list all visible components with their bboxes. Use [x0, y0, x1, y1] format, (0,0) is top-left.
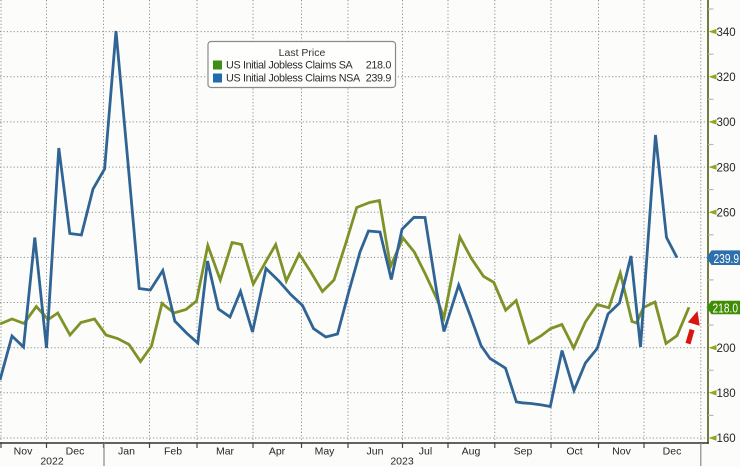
svg-text:218.0: 218.0	[713, 301, 739, 315]
svg-text:2023: 2023	[390, 456, 414, 467]
svg-text:Feb: Feb	[164, 446, 182, 458]
svg-text:320: 320	[717, 72, 736, 84]
svg-text:160: 160	[717, 433, 736, 445]
svg-text:May: May	[315, 446, 336, 458]
svg-text:Dec: Dec	[663, 446, 682, 458]
svg-text:300: 300	[717, 117, 736, 129]
svg-text:180: 180	[717, 388, 736, 400]
svg-text:239.9: 239.9	[366, 73, 392, 85]
svg-text:Dec: Dec	[66, 446, 85, 458]
svg-text:Jan: Jan	[118, 446, 135, 458]
svg-text:340: 340	[717, 27, 736, 39]
svg-text:Sep: Sep	[514, 446, 533, 458]
svg-text:218.0: 218.0	[366, 60, 392, 72]
svg-text:239.9: 239.9	[714, 252, 740, 266]
svg-text:200: 200	[717, 343, 736, 355]
svg-text:US Initial Jobless Claims NSA: US Initial Jobless Claims NSA	[226, 73, 361, 85]
svg-text:Jul: Jul	[419, 446, 432, 458]
svg-text:Aug: Aug	[462, 446, 481, 458]
svg-text:Jun: Jun	[367, 446, 384, 458]
svg-text:Nov: Nov	[612, 446, 631, 458]
svg-text:Apr: Apr	[269, 446, 286, 458]
svg-text:280: 280	[717, 162, 736, 174]
svg-text:Last Price: Last Price	[279, 47, 326, 59]
svg-text:260: 260	[717, 207, 736, 219]
svg-text:Nov: Nov	[14, 446, 33, 458]
svg-text:Oct: Oct	[566, 446, 582, 458]
svg-text:US Initial Jobless Claims SA: US Initial Jobless Claims SA	[226, 60, 354, 72]
svg-text:2022: 2022	[40, 456, 64, 467]
svg-text:Mar: Mar	[216, 446, 235, 458]
